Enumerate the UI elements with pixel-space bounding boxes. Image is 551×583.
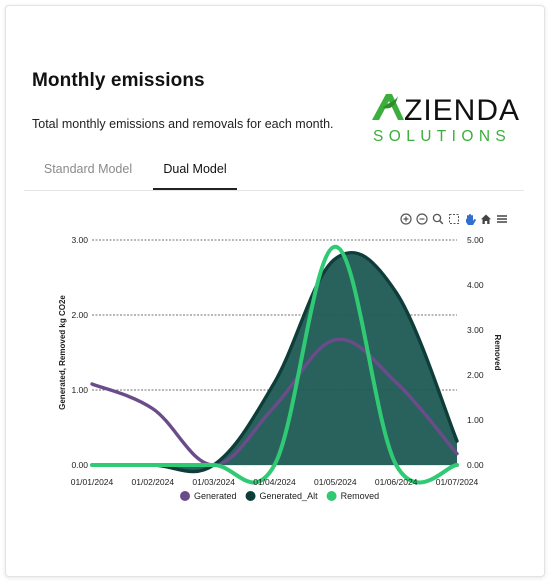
zoom-out-icon[interactable] <box>414 211 430 227</box>
magnify-icon[interactable] <box>430 211 446 227</box>
model-tabs: Standard Model Dual Model <box>24 154 524 191</box>
chart-toolbar <box>398 211 510 227</box>
legend-marker[interactable] <box>180 491 190 501</box>
series-line <box>90 337 459 467</box>
pan-hand-icon[interactable] <box>462 211 478 227</box>
legend-marker[interactable] <box>326 491 337 501</box>
series-area-fill <box>92 252 457 472</box>
x-tick-label: 01/04/2024 <box>253 477 296 487</box>
x-tick-label: 01/01/2024 <box>71 477 114 487</box>
y-tick-label: 0.00 <box>71 460 88 470</box>
tab-standard-model[interactable]: Standard Model <box>43 162 133 176</box>
legend-marker[interactable] <box>245 491 256 501</box>
legend-label[interactable]: Removed <box>341 491 380 501</box>
page-subtitle: Total monthly emissions and removals for… <box>32 117 334 131</box>
legend-label[interactable]: Generated_Alt <box>260 491 319 501</box>
zoom-in-icon[interactable] <box>398 211 414 227</box>
y2-tick-label: 2.00 <box>467 370 484 380</box>
y-tick-label: 1.00 <box>71 385 88 395</box>
chart-legend: Generated Generated_Alt Removed <box>180 491 379 501</box>
tab-dual-model[interactable]: Dual Model <box>153 154 237 190</box>
y2-tick-label: 4.00 <box>467 280 484 290</box>
x-tick-label: 01/06/2024 <box>375 477 418 487</box>
menu-icon[interactable] <box>494 211 510 227</box>
x-tick-label: 01/05/2024 <box>314 477 357 487</box>
x-tick-label: 01/03/2024 <box>192 477 235 487</box>
zienda-logo: ZIENDA SOLUTIONS <box>372 94 520 145</box>
page-title: Monthly emissions <box>32 70 205 91</box>
x-tick-label: 01/02/2024 <box>132 477 175 487</box>
chart-axes: 0.00 1.00 2.00 3.00 0.00 1.00 2.00 3.00 4.00 5.00… <box>71 235 484 487</box>
y2-tick-label: 0.00 <box>467 460 484 470</box>
logo-tagline: SOLUTIONS <box>373 128 511 145</box>
emissions-card <box>5 5 545 577</box>
series-line <box>90 244 459 485</box>
chart-series <box>90 244 459 485</box>
select-zoom-icon[interactable] <box>446 211 462 227</box>
y2-axis-title: Removed <box>493 334 502 370</box>
y-tick-label: 2.00 <box>71 310 88 320</box>
y2-tick-label: 5.00 <box>467 235 484 245</box>
home-icon[interactable] <box>478 211 494 227</box>
y2-tick-label: 3.00 <box>467 325 484 335</box>
logo-wordmark: ZIENDA <box>404 94 520 127</box>
x-tick-label: 01/07/2024 <box>436 477 479 487</box>
y2-tick-label: 1.00 <box>467 415 484 425</box>
legend-label[interactable]: Generated <box>194 491 237 501</box>
y-axis-title: Generated, Removed kg CO2e <box>58 295 67 410</box>
y-tick-label: 3.00 <box>71 235 88 245</box>
